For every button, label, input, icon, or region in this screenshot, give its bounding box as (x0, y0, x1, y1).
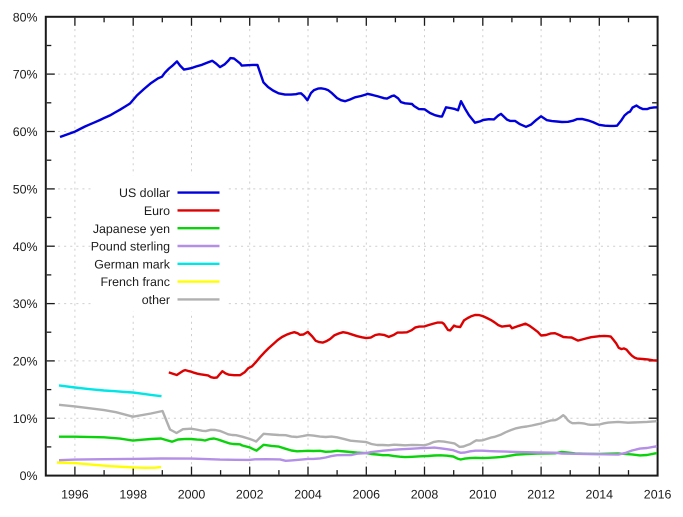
svg-text:20%: 20% (13, 355, 38, 369)
svg-text:2012: 2012 (527, 487, 555, 501)
svg-text:50%: 50% (13, 183, 38, 197)
svg-text:80%: 80% (13, 10, 38, 24)
svg-text:0%: 0% (20, 469, 38, 483)
svg-text:40%: 40% (13, 240, 38, 254)
svg-text:Japanese yen: Japanese yen (93, 222, 170, 236)
svg-text:2010: 2010 (469, 487, 497, 501)
svg-text:2004: 2004 (294, 487, 322, 501)
svg-text:2006: 2006 (353, 487, 381, 501)
svg-text:French franc: French franc (100, 275, 170, 289)
svg-text:other: other (142, 293, 170, 307)
svg-text:Pound sterling: Pound sterling (91, 240, 170, 254)
svg-text:2014: 2014 (586, 487, 614, 501)
svg-text:30%: 30% (13, 297, 38, 311)
svg-text:1996: 1996 (61, 487, 89, 501)
svg-text:German mark: German mark (94, 257, 171, 271)
svg-text:2016: 2016 (644, 487, 672, 501)
svg-text:Euro: Euro (144, 204, 170, 218)
svg-text:70%: 70% (13, 68, 38, 82)
svg-text:10%: 10% (13, 412, 38, 426)
svg-text:2002: 2002 (236, 487, 264, 501)
svg-text:US dollar: US dollar (119, 186, 170, 200)
svg-text:60%: 60% (13, 125, 38, 139)
svg-text:2000: 2000 (178, 487, 206, 501)
svg-text:2008: 2008 (411, 487, 439, 501)
svg-text:1998: 1998 (119, 487, 147, 501)
